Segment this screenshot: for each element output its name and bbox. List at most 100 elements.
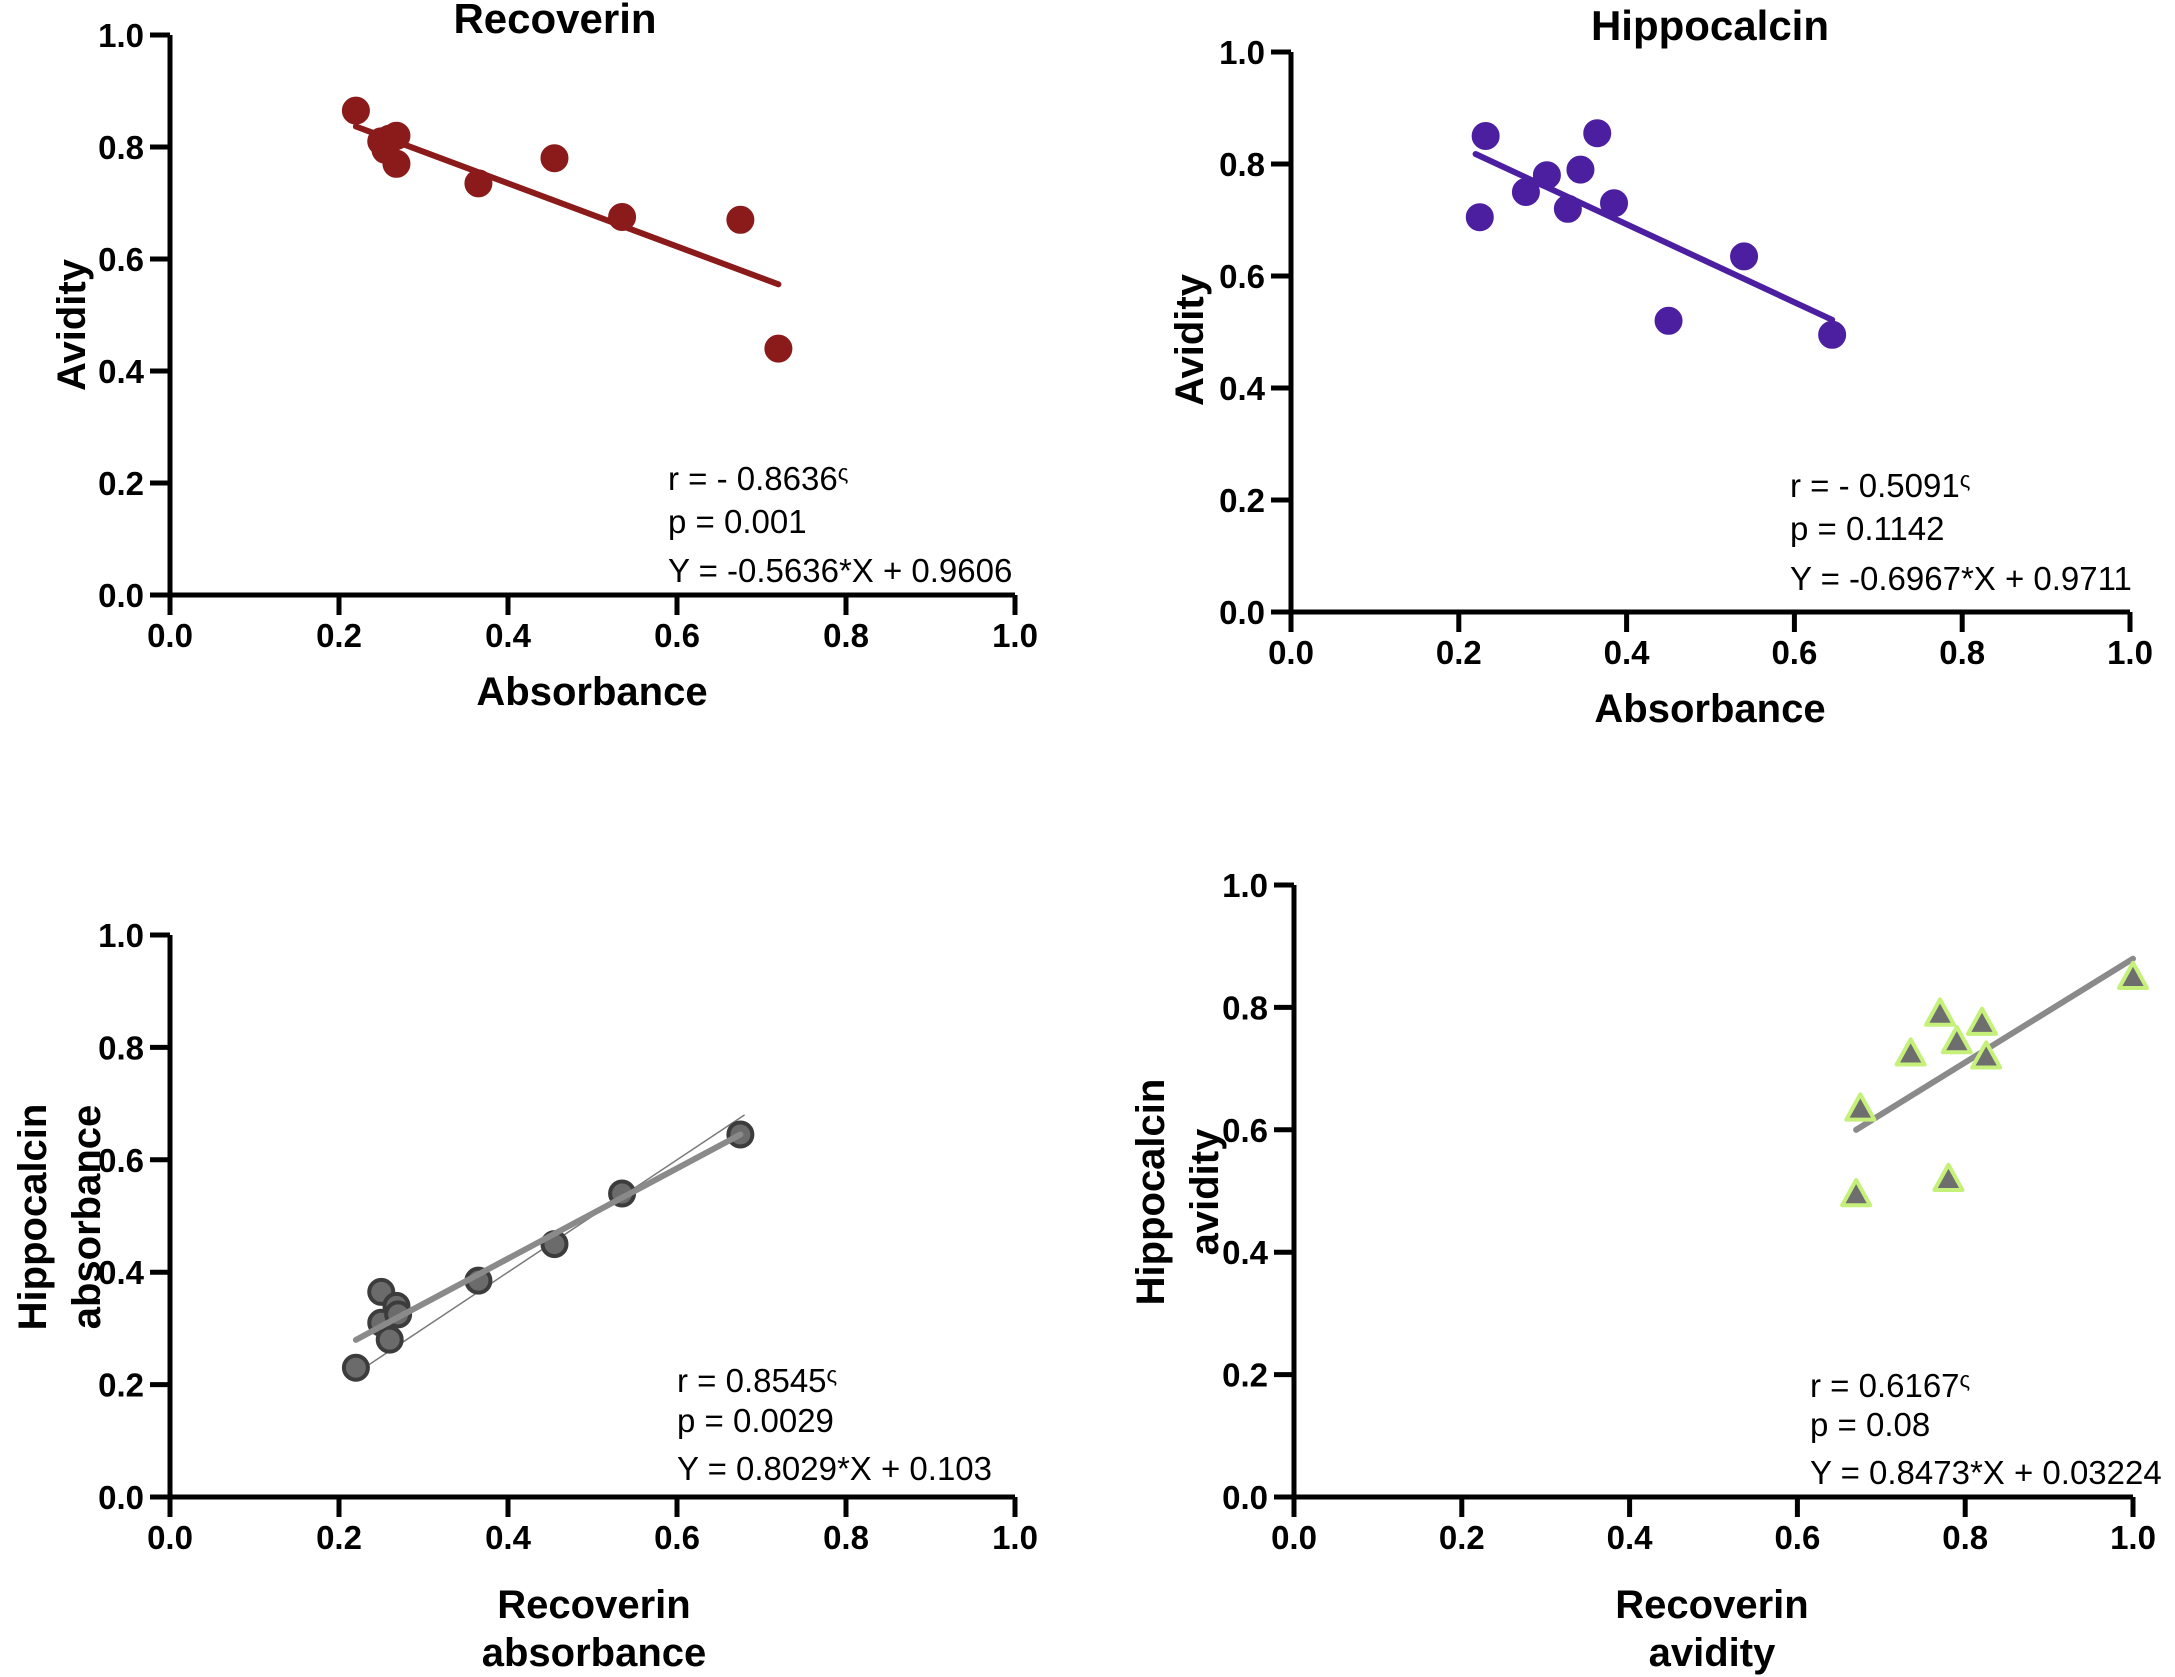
x-tick-label: 0.0	[1271, 1519, 1317, 1556]
regression-equation: Y = 0.8029*X + 0.103	[677, 1450, 992, 1487]
data-point	[464, 169, 493, 198]
chart-title: Recoverin	[453, 0, 656, 42]
x-axis-title: Absorbance	[1594, 687, 1825, 731]
x-tick-label: 1.0	[992, 617, 1038, 654]
y-axis-title: avidity	[1183, 1128, 1227, 1255]
x-tick-label: 0.8	[1939, 634, 1985, 671]
regression-line	[1853, 955, 2136, 1133]
y-tick-label: 0.8	[1219, 146, 1265, 183]
y-tick-label: 0.2	[1222, 1357, 1268, 1394]
data-point	[1654, 306, 1683, 335]
y-axis-title: Hippocalcin	[11, 1104, 55, 1331]
y-tick-label: 0.6	[98, 241, 144, 278]
x-axis-title: Recoverin	[497, 1583, 690, 1627]
chart-panel-3: 0.0 0.2 0.4 0.6 0.8 1.0 0.0 0.2 0.4 0.6 0.8 1.0 Reco…	[11, 917, 1038, 1675]
x-tick-label: 0.2	[1439, 1519, 1485, 1556]
significance-mark: ς	[1960, 467, 1971, 492]
x-tick-label: 0.0	[1268, 634, 1314, 671]
correlation-r-text: r = - 0.5091ς	[1790, 467, 1970, 504]
chart-title: Hippocalcin	[1591, 2, 1829, 49]
x-tick-label: 0.8	[823, 1519, 869, 1556]
x-tick-label: 0.6	[654, 1519, 700, 1556]
data-point	[382, 121, 411, 150]
x-tick-label: 0.2	[316, 1519, 362, 1556]
r-value: r = - 0.8636	[668, 460, 838, 497]
data-point	[764, 334, 793, 363]
data-point	[540, 144, 569, 173]
correlation-r-text: r = 0.6167ς	[1810, 1367, 1970, 1404]
data-point	[1553, 194, 1582, 223]
p-value-text: p = 0.1142	[1790, 510, 1944, 547]
regression-line	[352, 1131, 744, 1343]
x-tick-label: 0.2	[316, 617, 362, 654]
x-axis-title: avidity	[1649, 1631, 1776, 1675]
data-point	[1532, 161, 1561, 190]
x-tick-label: 0.8	[823, 617, 869, 654]
data-point	[1471, 122, 1500, 150]
x-tick-label: 0.6	[1774, 1519, 1820, 1556]
chart-panel-1: Recoverin 0.0 0.2 0.4 0.6 0.8 1.0 0.0 0.2 0.4 0.6 0…	[50, 0, 1038, 714]
x-tick-label: 0.8	[1942, 1519, 1988, 1556]
x-axis-title: Absorbance	[476, 670, 707, 714]
y-tick-label: 0.8	[1222, 989, 1268, 1026]
y-tick-label: 0.4	[98, 1254, 145, 1291]
y-tick-label: 0.6	[1222, 1112, 1268, 1149]
data-point	[1932, 1162, 1965, 1192]
data-point	[2117, 960, 2149, 990]
x-axis-title: Recoverin	[1615, 1583, 1808, 1627]
r-value: r = 0.8545	[677, 1362, 827, 1399]
y-tick-label: 0.0	[1219, 594, 1265, 631]
data-point	[1600, 189, 1629, 218]
y-tick-label: 1.0	[1222, 867, 1268, 904]
regression-equation: Y = -0.5636*X + 0.9606	[668, 552, 1012, 589]
data-point	[1940, 1025, 1973, 1055]
significance-mark: ς	[827, 1362, 838, 1387]
y-tick-label: 0.8	[98, 1029, 144, 1066]
x-axis-title: absorbance	[482, 1631, 707, 1675]
regression-line	[352, 123, 782, 288]
x-tick-label: 0.4	[1607, 1519, 1654, 1556]
x-tick-label: 0.2	[1436, 634, 1482, 671]
significance-mark: ς	[1960, 1367, 1971, 1392]
x-tick-label: 1.0	[2110, 1519, 2156, 1556]
y-axis-title: Avidity	[1168, 273, 1212, 406]
data-point	[608, 203, 637, 231]
data-point	[1583, 119, 1612, 148]
correlation-r-text: r = - 0.8636ς	[668, 460, 848, 497]
y-tick-label: 0.2	[98, 465, 144, 502]
data-point	[1970, 1040, 2003, 1070]
y-axis-title: Avidity	[50, 258, 94, 391]
y-tick-label: 0.6	[1219, 258, 1265, 295]
data-point	[1840, 1178, 1873, 1208]
y-tick-label: 1.0	[1219, 34, 1265, 71]
correlation-r-text: r = 0.8545ς	[677, 1362, 837, 1399]
r-value: r = 0.6167	[1810, 1367, 1960, 1404]
y-tick-label: 0.2	[98, 1367, 144, 1404]
regression-equation: Y = 0.8473*X + 0.03224	[1810, 1454, 2162, 1491]
data-point	[1566, 155, 1595, 184]
x-tick-label: 0.4	[485, 617, 532, 654]
x-tick-label: 0.6	[1771, 634, 1817, 671]
data-point	[1465, 203, 1494, 232]
data-point	[1965, 1006, 1998, 1036]
y-tick-label: 1.0	[98, 17, 144, 54]
x-tick-label: 0.0	[147, 617, 193, 654]
data-point	[341, 96, 370, 125]
data-point	[341, 1353, 370, 1382]
data-point	[375, 1325, 404, 1354]
y-axis-title: Hippocalcin	[1129, 1079, 1173, 1306]
data-point	[382, 149, 411, 178]
x-tick-label: 1.0	[992, 1519, 1038, 1556]
y-tick-label: 0.0	[1222, 1479, 1268, 1516]
y-tick-label: 0.0	[98, 577, 144, 614]
y-tick-label: 0.4	[98, 353, 145, 390]
chart-panel-4: 0.0 0.2 0.4 0.6 0.8 1.0 0.0 0.2 0.4 0.6 0.8 1.0 Reco…	[1129, 867, 2162, 1675]
data-point	[1844, 1092, 1877, 1122]
data-point	[1511, 178, 1540, 206]
data-point	[1924, 997, 1957, 1027]
y-tick-label: 0.2	[1219, 482, 1265, 519]
regression-equation: Y = -0.6967*X + 0.9711	[1790, 560, 2132, 597]
chart-panel-2: Hippocalcin 0.0 0.2 0.4 0.6 0.8 1.0 0.0 0.2 0.4 0.…	[1168, 2, 2153, 731]
data-point	[1730, 242, 1759, 271]
